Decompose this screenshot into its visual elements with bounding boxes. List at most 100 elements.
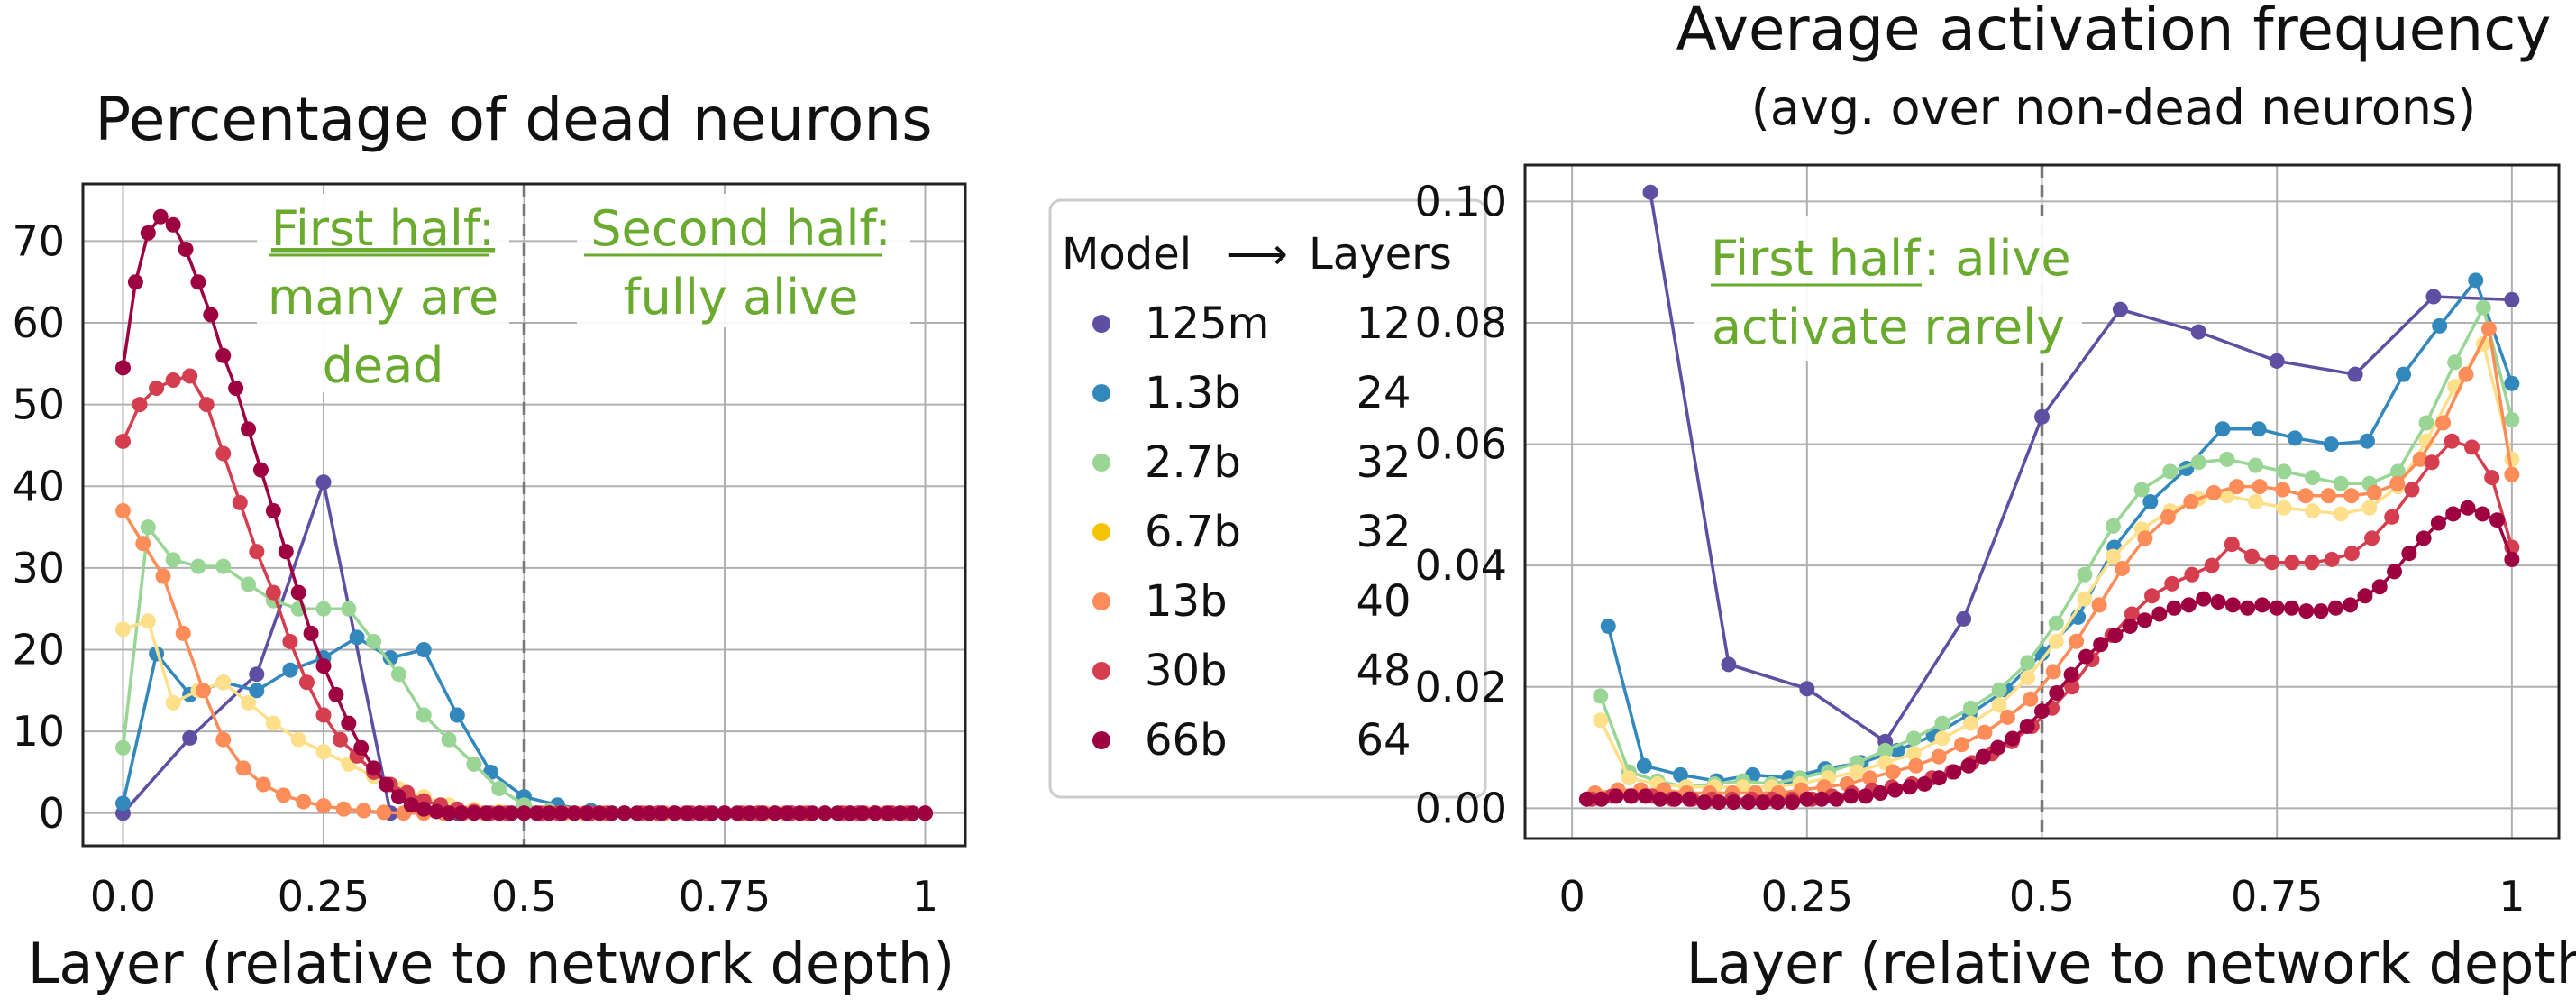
data-point <box>149 381 165 397</box>
data-point <box>1977 724 1993 740</box>
data-point <box>2077 591 2093 607</box>
data-point <box>2480 321 2497 337</box>
data-point <box>466 756 482 772</box>
plot-frame <box>81 182 967 848</box>
data-point <box>140 519 156 536</box>
data-point <box>1905 730 1922 747</box>
data-point <box>2489 512 2506 528</box>
x-axis-label: Layer (relative to network depth) <box>1686 931 2576 996</box>
data-point <box>416 707 432 723</box>
data-point <box>341 715 357 731</box>
legend-marker <box>1092 454 1110 472</box>
x-tick-label: 0.25 <box>278 872 370 921</box>
data-point <box>2091 597 2107 613</box>
data-point <box>2219 451 2235 467</box>
tick-labels: 0 0.25 0.5 0.75 1 0.00 0.02 0.04 0.06 0.08 0.10 <box>1415 177 2526 921</box>
data-point <box>653 805 670 821</box>
data-point <box>2251 421 2267 437</box>
data-point <box>282 662 298 678</box>
data-point <box>2107 628 2124 644</box>
data-point <box>479 805 495 821</box>
data-point <box>2504 412 2520 428</box>
series-66b <box>115 208 933 821</box>
data-point <box>2327 600 2343 616</box>
data-point <box>1636 757 1652 774</box>
data-point <box>2023 691 2039 707</box>
annotation-line: activate rarely <box>1712 298 2065 355</box>
data-point <box>2366 484 2382 500</box>
data-point <box>2144 588 2160 604</box>
data-point <box>1638 788 1654 804</box>
data-point <box>842 805 858 821</box>
annotation-line: fully alive <box>624 269 859 326</box>
data-point <box>2137 530 2153 546</box>
data-point <box>403 797 419 813</box>
data-point <box>2243 548 2260 564</box>
data-point <box>190 274 206 290</box>
data-point <box>2425 289 2442 305</box>
data-point <box>265 715 281 731</box>
dead-neurons-chart: Percentage of dead neurons 0.0 0.25 0.5 0.7… <box>12 85 967 996</box>
data-point <box>115 795 131 812</box>
data-point <box>155 568 171 584</box>
data-point <box>335 801 352 817</box>
data-point <box>2484 470 2500 486</box>
data-point <box>2247 494 2263 509</box>
data-point <box>2105 548 2121 564</box>
data-point <box>453 805 470 821</box>
data-point <box>729 805 745 821</box>
data-point <box>382 650 398 666</box>
data-point <box>1887 782 1904 798</box>
data-point <box>2124 606 2140 622</box>
data-point <box>1608 788 1624 804</box>
data-point <box>135 536 151 552</box>
data-point <box>2412 451 2428 467</box>
data-point <box>2333 506 2349 522</box>
data-point <box>679 805 695 821</box>
data-point <box>441 731 457 748</box>
data-point <box>2418 415 2434 431</box>
data-point <box>2347 366 2363 382</box>
data-point <box>2020 655 2036 671</box>
data-point <box>1843 788 1859 804</box>
annotation-line: many are <box>268 269 498 326</box>
data-point <box>290 731 306 748</box>
data-point <box>2019 719 2035 734</box>
data-point <box>152 208 169 225</box>
data-point <box>2504 291 2520 307</box>
data-point <box>2133 482 2150 498</box>
data-point <box>1931 748 1947 765</box>
data-point <box>1990 739 2006 756</box>
data-point <box>1813 791 1830 807</box>
data-point <box>1799 791 1815 807</box>
data-point <box>854 805 871 821</box>
data-point <box>215 674 232 691</box>
data-point <box>1862 770 1878 786</box>
data-point <box>2115 561 2131 577</box>
data-point <box>2276 500 2292 516</box>
data-point <box>1931 770 1947 786</box>
series-line <box>1599 303 2514 789</box>
data-point <box>528 805 544 821</box>
x-axis-label: Layer (relative to network depth) <box>28 931 955 996</box>
data-point <box>315 744 332 760</box>
data-point <box>2284 555 2300 571</box>
legend-item-125m: 125m 12 <box>1092 298 1411 349</box>
data-point <box>2424 454 2440 471</box>
data-point <box>2343 488 2360 504</box>
data-point <box>767 805 783 821</box>
data-point <box>541 805 557 821</box>
y-tick-label: 70 <box>12 216 65 265</box>
y-tick-label: 40 <box>12 462 65 510</box>
data-point <box>252 462 269 478</box>
data-point <box>1905 746 1922 762</box>
data-point <box>315 658 332 674</box>
legend-model-label: 6.7b <box>1145 507 1241 557</box>
y-tick-label: 0.04 <box>1415 541 1507 590</box>
data-point <box>1667 791 1683 807</box>
data-point <box>1872 785 1888 802</box>
legend-marker <box>1092 592 1110 610</box>
data-point <box>1711 794 1727 811</box>
data-point <box>1946 764 1962 780</box>
data-point <box>2180 597 2197 613</box>
